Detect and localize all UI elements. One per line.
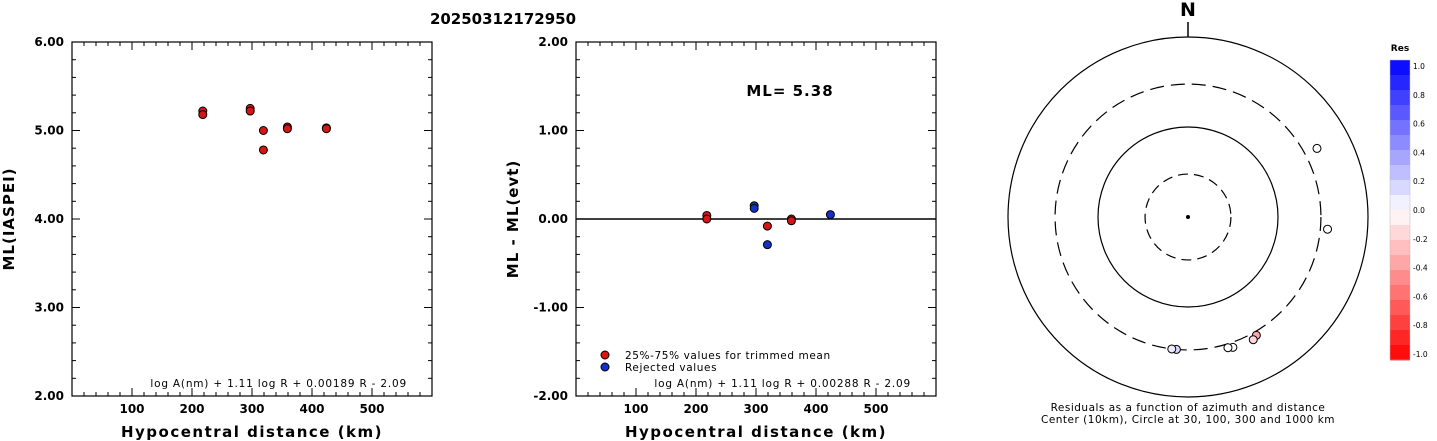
colorbar-segment <box>1390 165 1410 181</box>
y-tick-label: 5.00 <box>34 124 64 138</box>
data-point <box>825 210 835 220</box>
colorbar-title: Res <box>1391 44 1409 54</box>
colorbar-segment <box>1390 285 1410 301</box>
data-point <box>282 124 292 134</box>
x-tick-label: 500 <box>863 402 888 416</box>
ring-1000km <box>1007 36 1369 398</box>
station-residual-point <box>1167 344 1177 354</box>
x-tick-label: 100 <box>623 402 648 416</box>
y-tick-label: 3.00 <box>34 301 64 315</box>
y-axis-label: ML(IASPEI) <box>0 167 18 270</box>
colorbar-segment <box>1390 315 1410 331</box>
data-point <box>749 203 759 213</box>
legend-marker-rejected <box>600 362 610 372</box>
data-point <box>245 106 255 116</box>
x-tick-label: 400 <box>299 402 324 416</box>
data-point <box>321 124 331 134</box>
x-tick-label: 100 <box>119 402 144 416</box>
ml-annotation: ML= 5.38 <box>746 82 833 100</box>
y-tick-label: 1.00 <box>538 124 568 138</box>
station-residual-point <box>1223 343 1233 353</box>
y-tick-label: -2.00 <box>533 389 568 403</box>
x-tick-label: 200 <box>683 402 708 416</box>
epicenter-marker <box>1186 215 1190 219</box>
colorbar-segment <box>1390 90 1410 106</box>
colorbar-segment <box>1390 240 1410 256</box>
formula-text: log A(nm) + 1.11 log R + 0.00288 R - 2.0… <box>654 378 911 390</box>
north-label: N <box>1180 0 1196 21</box>
y-tick-label: 0.00 <box>538 212 568 226</box>
y-tick-label: 4.00 <box>34 212 64 226</box>
x-axis-label: Hypocentral distance (km) <box>121 423 383 441</box>
colorbar-label: 0.0 <box>1413 206 1425 215</box>
data-point <box>258 145 268 155</box>
page-title: 20250312172950 <box>430 10 576 28</box>
colorbar-label: -1.0 <box>1413 350 1428 359</box>
colorbar-segment <box>1390 75 1410 91</box>
plot-frame <box>71 41 433 397</box>
colorbar-segment <box>1390 330 1410 346</box>
legend-label-accepted: 25%-75% values for trimmed mean <box>625 350 831 362</box>
colorbar-segment <box>1390 210 1410 226</box>
colorbar-segment <box>1390 60 1410 76</box>
data-point <box>762 240 772 250</box>
colorbar-label: 0.6 <box>1413 120 1425 129</box>
colorbar-label: -0.8 <box>1413 321 1428 330</box>
y-tick-label: 6.00 <box>34 35 64 49</box>
colorbar-segment <box>1390 225 1410 241</box>
azimuth-residual-polar-plot: N Residuals as a function of azimuth and … <box>1007 0 1428 426</box>
colorbar-label: -0.6 <box>1413 292 1428 301</box>
station-residual-point <box>1248 335 1258 345</box>
magnitude-vs-distance-chart: 100 200 300 400 500 2.00 3.00 4.00 5.00 6.00 Hypoc… <box>0 35 433 441</box>
polar-caption-line2: Center (10km), Circle at 30, 100, 300 an… <box>1041 414 1335 426</box>
formula-text: log A(nm) + 1.11 log R + 0.00189 R - 2.0… <box>150 378 407 390</box>
data-point <box>786 216 796 226</box>
data-point <box>702 214 712 224</box>
station-residual-point <box>1312 143 1322 153</box>
colorbar-segment <box>1390 300 1410 316</box>
y-tick-label: 2.00 <box>538 35 568 49</box>
legend-marker-accepted <box>600 350 610 360</box>
x-tick-label: 300 <box>743 402 768 416</box>
colorbar-segment <box>1390 105 1410 121</box>
residual-vs-distance-chart: 100 200 300 400 500 -2.00 -1.00 0.00 1.00 2.00 Hyp… <box>504 35 937 441</box>
ring-300km <box>1054 83 1322 351</box>
colorbar-label: -0.2 <box>1413 235 1428 244</box>
colorbar-label: 0.2 <box>1413 177 1425 186</box>
polar-caption-line1: Residuals as a function of azimuth and d… <box>1051 402 1326 414</box>
colorbar-segment <box>1390 150 1410 166</box>
colorbar-segment <box>1390 120 1410 136</box>
y-tick-label: 2.00 <box>34 389 64 403</box>
x-tick-label: 200 <box>179 402 204 416</box>
colorbar-segment <box>1390 255 1410 271</box>
colorbar-label: 0.4 <box>1413 148 1425 157</box>
x-tick-label: 400 <box>803 402 828 416</box>
colorbar-segment <box>1390 180 1410 196</box>
station-residual-point <box>1323 224 1333 234</box>
colorbar-segment <box>1390 345 1410 361</box>
x-axis-label: Hypocentral distance (km) <box>625 423 887 441</box>
x-tick-label: 300 <box>239 402 264 416</box>
colorbar-segment <box>1390 270 1410 286</box>
x-tick-label: 500 <box>359 402 384 416</box>
ring-30km <box>1144 173 1232 261</box>
data-point <box>762 221 772 231</box>
data-point <box>198 110 208 120</box>
data-point <box>258 126 268 135</box>
colorbar-frame <box>1389 59 1411 361</box>
y-axis-label: ML - ML(evt) <box>504 160 522 278</box>
colorbar-segment <box>1390 195 1410 211</box>
legend-label-rejected: Rejected values <box>625 362 717 374</box>
colorbar-label: -0.4 <box>1413 264 1428 273</box>
colorbar-label: 0.8 <box>1413 91 1425 100</box>
y-tick-label: -1.00 <box>533 301 568 315</box>
colorbar-label: 1.0 <box>1413 62 1425 71</box>
colorbar-segment <box>1390 135 1410 151</box>
ring-100km <box>1097 126 1279 308</box>
